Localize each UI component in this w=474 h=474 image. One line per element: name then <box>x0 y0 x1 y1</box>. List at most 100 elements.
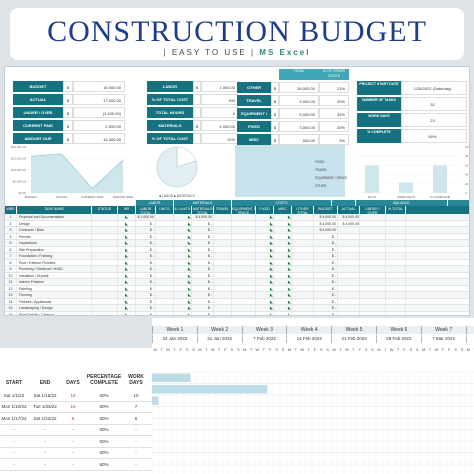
table-row[interactable]: 12 Painting ◣ $ - ◣ $ - ◣ ◣ $ - <box>5 285 469 292</box>
work-days-cell[interactable]: 7 <box>134 404 138 410</box>
other-total-cell[interactable] <box>292 259 314 265</box>
actual-cell[interactable] <box>338 305 360 311</box>
units-cell[interactable] <box>156 220 174 226</box>
status-cell[interactable] <box>92 279 118 285</box>
days-cell[interactable]: - <box>72 438 74 444</box>
actual-cell[interactable] <box>338 311 360 315</box>
travel-cell[interactable] <box>214 246 232 252</box>
fixed-cell[interactable]: ◣ <box>256 292 274 298</box>
equipment-cell[interactable] <box>232 305 256 311</box>
percent-cell[interactable] <box>386 259 406 265</box>
labor-total-cell[interactable]: $ - <box>136 311 156 315</box>
labor-total-cell[interactable]: $ - <box>136 292 156 298</box>
equipment-cell[interactable] <box>232 292 256 298</box>
status-cell[interactable] <box>92 214 118 220</box>
materials-total-cell[interactable]: $ - <box>192 266 214 272</box>
actual-cell[interactable] <box>338 292 360 298</box>
wbs-cell[interactable]: 11 <box>5 279 17 285</box>
materials-total-cell[interactable]: $ - <box>192 227 214 233</box>
units-cell[interactable] <box>156 311 174 315</box>
labor-total-cell[interactable]: $ - <box>136 272 156 278</box>
travel-cell[interactable] <box>214 292 232 298</box>
wbs-cell[interactable]: 10 <box>5 272 17 278</box>
travel-cell[interactable] <box>214 240 232 246</box>
hours-cell[interactable]: ◣ <box>118 214 136 220</box>
hours-cell[interactable]: ◣ <box>118 292 136 298</box>
actual-cell[interactable] <box>338 233 360 239</box>
hours-cell[interactable]: ◣ <box>118 253 136 259</box>
other-total-cell[interactable] <box>292 246 314 252</box>
percent-cell[interactable] <box>386 266 406 272</box>
hours-cell[interactable]: ◣ <box>118 240 136 246</box>
cost-per-unit-cell[interactable]: ◣ <box>174 266 192 272</box>
travel-cell[interactable] <box>214 233 232 239</box>
days-cell[interactable]: - <box>72 427 74 433</box>
start-date-cell[interactable]: Mon 1/17/22 <box>1 415 27 421</box>
table-row[interactable]: 3 Contracts / Bids ◣ $ - ◣ $ - ◣ ◣ $ 4,000.00 <box>5 227 469 234</box>
days-cell[interactable]: 16 <box>70 404 76 410</box>
actual-cell[interactable] <box>338 279 360 285</box>
actual-cell[interactable]: $ 4,000.00 <box>338 214 360 220</box>
table-row[interactable]: 11 Interior Finishes ◣ $ - ◣ $ - ◣ ◣ $ - <box>5 279 469 286</box>
under-over-cell[interactable] <box>360 253 386 259</box>
table-row[interactable]: 4 Permits ◣ $ - ◣ $ - ◣ ◣ $ - <box>5 233 469 240</box>
actual-cell[interactable]: $ 4,000.00 <box>338 220 360 226</box>
budget-cell[interactable]: $ - <box>314 285 338 291</box>
wbs-cell[interactable]: 8 <box>5 259 17 265</box>
percent-complete-cell[interactable]: 60% <box>99 427 109 433</box>
gantt-row[interactable]: Mon 1/10/22 Tue 1/25/22 16 60% 7 <box>0 402 152 413</box>
status-cell[interactable] <box>92 227 118 233</box>
task-name-cell[interactable]: Permits <box>17 233 92 239</box>
hours-cell[interactable]: ◣ <box>118 246 136 252</box>
status-cell[interactable] <box>92 220 118 226</box>
cost-per-unit-cell[interactable]: ◣ <box>174 279 192 285</box>
status-cell[interactable] <box>92 246 118 252</box>
other-total-cell[interactable] <box>292 233 314 239</box>
misc-cell[interactable]: ◣ <box>274 240 292 246</box>
misc-cell[interactable]: ◣ <box>274 298 292 304</box>
budget-cell[interactable]: $ - <box>314 305 338 311</box>
units-cell[interactable] <box>156 266 174 272</box>
table-row[interactable]: 9 Plumbing / Electrical / HVAC ◣ $ - ◣ $ - ◣ ◣ $… <box>5 266 469 273</box>
units-cell[interactable] <box>156 292 174 298</box>
percent-cell[interactable] <box>386 279 406 285</box>
budget-cell[interactable]: $ - <box>314 246 338 252</box>
materials-total-cell[interactable]: $ - <box>192 246 214 252</box>
other-total-cell[interactable] <box>292 311 314 315</box>
travel-cell[interactable] <box>214 311 232 315</box>
budget-cell[interactable]: $ - <box>314 311 338 315</box>
units-cell[interactable] <box>156 240 174 246</box>
fixed-cell[interactable]: ◣ <box>256 279 274 285</box>
actual-cell[interactable] <box>338 240 360 246</box>
table-row[interactable]: 16 Final Details / Cleanup ◣ $ - ◣ $ - ◣ ◣ $ - <box>5 311 469 315</box>
fixed-cell[interactable]: ◣ <box>256 227 274 233</box>
equipment-cell[interactable] <box>232 220 256 226</box>
wbs-cell[interactable]: 9 <box>5 266 17 272</box>
percent-cell[interactable] <box>386 285 406 291</box>
other-total-cell[interactable] <box>292 272 314 278</box>
wbs-cell[interactable]: 6 <box>5 246 17 252</box>
table-row[interactable]: 5 Inspections ◣ $ - ◣ $ - ◣ ◣ $ - <box>5 240 469 247</box>
other-total-cell[interactable] <box>292 292 314 298</box>
task-name-cell[interactable]: Final Details / Cleanup <box>17 311 92 315</box>
percent-cell[interactable] <box>386 240 406 246</box>
percent-complete-cell[interactable]: 60% <box>99 404 109 410</box>
under-over-cell[interactable] <box>360 227 386 233</box>
gantt-row[interactable]: - - - 60% - <box>0 459 152 471</box>
status-cell[interactable] <box>92 285 118 291</box>
misc-cell[interactable]: ◣ <box>274 227 292 233</box>
wbs-cell[interactable]: 3 <box>5 227 17 233</box>
table-row[interactable]: 14 Fixtures / Appliances ◣ $ - ◣ $ - ◣ ◣ $ - <box>5 298 469 305</box>
table-row[interactable]: 13 Flooring ◣ $ - ◣ $ - ◣ ◣ $ - <box>5 292 469 299</box>
status-cell[interactable] <box>92 233 118 239</box>
under-over-cell[interactable] <box>360 298 386 304</box>
equipment-cell[interactable] <box>232 279 256 285</box>
under-over-cell[interactable] <box>360 279 386 285</box>
end-date-cell[interactable]: - <box>44 427 46 433</box>
materials-total-cell[interactable]: $ - <box>192 311 214 315</box>
under-over-cell[interactable] <box>360 311 386 315</box>
wbs-cell[interactable]: 13 <box>5 292 17 298</box>
equipment-cell[interactable] <box>232 253 256 259</box>
task-name-cell[interactable]: Site Preparation <box>17 246 92 252</box>
percent-cell[interactable] <box>386 220 406 226</box>
